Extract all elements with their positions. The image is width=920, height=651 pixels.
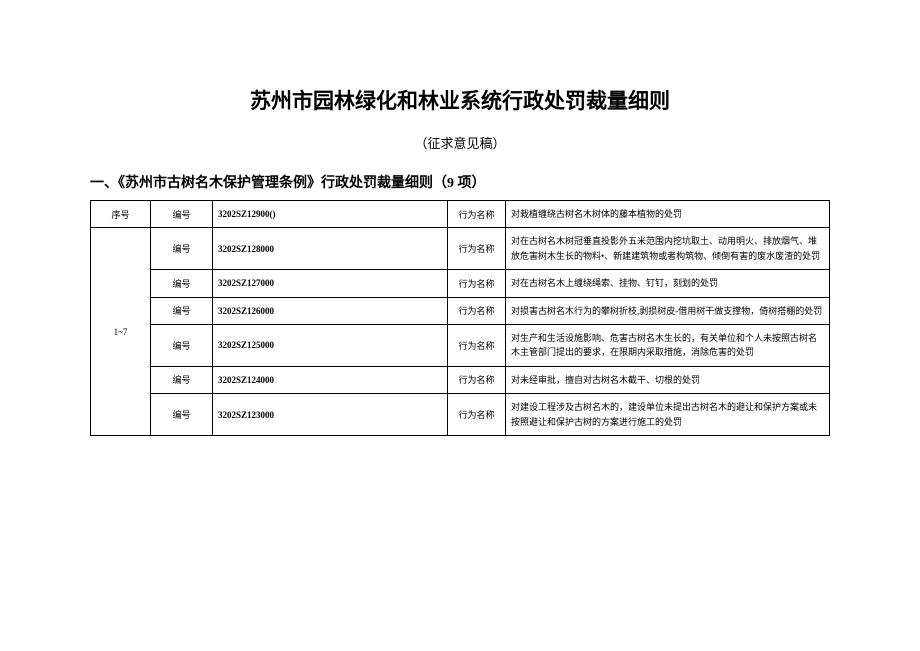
bh-label: 编号 xyxy=(151,394,213,436)
header-code: 3202SZ12900() xyxy=(213,201,448,228)
table-row: 1~7 编号 3202SZ128000 行为名称 对在古树名木树冠垂直投影外五米… xyxy=(91,228,830,270)
document-title: 苏州市园林绿化和林业系统行政处罚裁量细则 xyxy=(90,85,830,115)
bname-label: 行为名称 xyxy=(448,297,506,324)
header-bh: 编号 xyxy=(151,201,213,228)
bh-label: 编号 xyxy=(151,270,213,297)
header-desc: 对栽植缠绕古树名木树体的藤本植物的处罚 xyxy=(506,201,830,228)
penalty-table: 序号 编号 3202SZ12900() 行为名称 对栽植缠绕古树名木树体的藤本植… xyxy=(90,200,830,436)
table-row: 编号 3202SZ127000 行为名称 对在古树名木上缠绕绳索、挂物、钉钉，刻… xyxy=(91,270,830,297)
bh-label: 编号 xyxy=(151,297,213,324)
desc-cell: 对建设工程涉及古树名木的，建设单位未提出古树名木的避让和保护方案或未按照避让和保… xyxy=(506,394,830,436)
bh-label: 编号 xyxy=(151,228,213,270)
merged-seq-cell: 1~7 xyxy=(91,228,151,436)
table-row: 编号 3202SZ126000 行为名称 对损害古树名木行为的攀树折枝,剥损树皮… xyxy=(91,297,830,324)
table-row: 编号 3202SZ123000 行为名称 对建设工程涉及古树名木的，建设单位未提… xyxy=(91,394,830,436)
bname-label: 行为名称 xyxy=(448,270,506,297)
desc-cell: 对生产和生活设施影响、危害古树名木生长的，有关单位和个人未按照古树名木主管部门提… xyxy=(506,324,830,366)
table-row: 编号 3202SZ125000 行为名称 对生产和生活设施影响、危害古树名木生长… xyxy=(91,324,830,366)
code-cell: 3202SZ124000 xyxy=(213,366,448,393)
bh-label: 编号 xyxy=(151,366,213,393)
code-cell: 3202SZ127000 xyxy=(213,270,448,297)
code-cell: 3202SZ123000 xyxy=(213,394,448,436)
document-subtitle: （征求意见稿） xyxy=(90,133,830,152)
bname-label: 行为名称 xyxy=(448,366,506,393)
section-heading: 一、《苏州市古树名木保护管理条例》行政处罚裁量细则（9 项） xyxy=(90,172,830,192)
bname-label: 行为名称 xyxy=(448,394,506,436)
bh-label: 编号 xyxy=(151,324,213,366)
desc-cell: 对在古树名木上缠绕绳索、挂物、钉钉，刻划的处罚 xyxy=(506,270,830,297)
desc-cell: 对在古树名木树冠垂直投影外五米范围内挖坑取土、动用明火、排放烟气、堆放危害树木生… xyxy=(506,228,830,270)
header-bname: 行为名称 xyxy=(448,201,506,228)
table-row: 编号 3202SZ124000 行为名称 对未经审批，擅自对古树名木截干、切根的… xyxy=(91,366,830,393)
code-cell: 3202SZ128000 xyxy=(213,228,448,270)
code-cell: 3202SZ125000 xyxy=(213,324,448,366)
bname-label: 行为名称 xyxy=(448,228,506,270)
bname-label: 行为名称 xyxy=(448,324,506,366)
desc-cell: 对未经审批，擅自对古树名木截干、切根的处罚 xyxy=(506,366,830,393)
table-header-row: 序号 编号 3202SZ12900() 行为名称 对栽植缠绕古树名木树体的藤本植… xyxy=(91,201,830,228)
header-seq: 序号 xyxy=(91,201,151,228)
code-cell: 3202SZ126000 xyxy=(213,297,448,324)
desc-cell: 对损害古树名木行为的攀树折枝,剥损树皮-借用树干做支撑物，倚树搭棚的处罚 xyxy=(506,297,830,324)
